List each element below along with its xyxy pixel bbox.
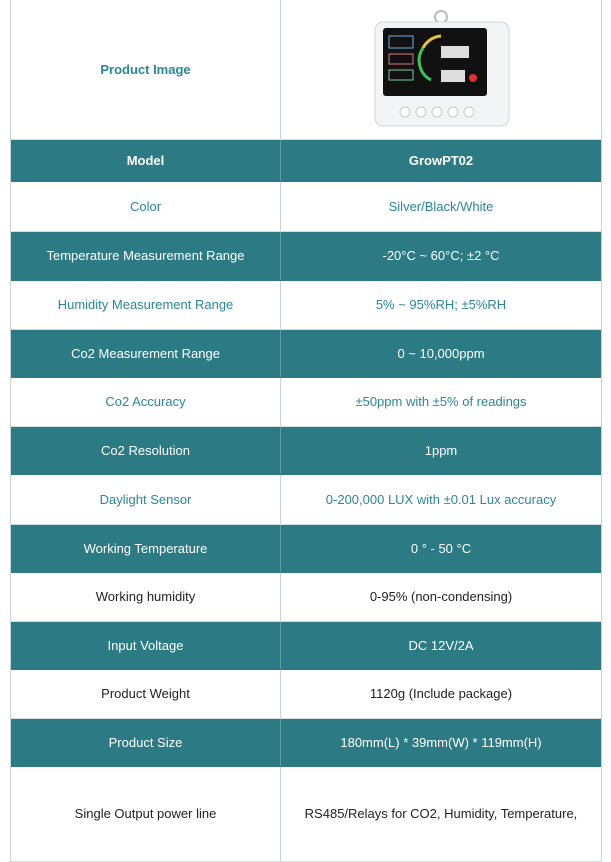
spec-value: 180mm(L) * 39mm(W) * 119mm(H)	[281, 719, 601, 766]
spec-value: RS485/Relays for CO2, Humidity, Temperat…	[281, 767, 601, 861]
spec-label: Working humidity	[11, 573, 281, 621]
product-image	[361, 8, 521, 132]
spec-value: 5% ~ 95%RH; ±5%RH	[281, 281, 601, 329]
spec-value: DC 12V/2A	[281, 622, 601, 669]
spec-label: Product Weight	[11, 670, 281, 718]
spec-value: 0 ° - 50 °C	[281, 525, 601, 572]
spec-label: Model	[11, 140, 281, 181]
spec-sheet: Product Image	[0, 0, 611, 862]
spec-label: Color	[11, 182, 281, 231]
spec-label: Co2 Measurement Range	[11, 330, 281, 377]
spec-label: Co2 Accuracy	[11, 378, 281, 426]
spec-row: Temperature Measurement Range-20°C ~ 60°…	[11, 232, 601, 281]
spec-label: Humidity Measurement Range	[11, 281, 281, 329]
spec-value: ±50ppm with ±5% of readings	[281, 378, 601, 426]
spec-row: Co2 Accuracy±50ppm with ±5% of readings	[11, 378, 601, 427]
spec-value: Silver/Black/White	[281, 182, 601, 231]
spec-label: Co2 Resolution	[11, 427, 281, 474]
spec-label: Temperature Measurement Range	[11, 232, 281, 280]
spec-value: 0-200,000 LUX with ±0.01 Lux accuracy	[281, 475, 601, 524]
spec-value: 1ppm	[281, 427, 601, 474]
spec-value: 0 ~ 10,000ppm	[281, 330, 601, 377]
spec-value: 1120g (Include package)	[281, 670, 601, 718]
spec-value: -20°C ~ 60°C; ±2 °C	[281, 232, 601, 280]
spec-value: GrowPT02	[281, 140, 601, 181]
spec-label: Working Temperature	[11, 525, 281, 572]
spec-label: Product Size	[11, 719, 281, 766]
spec-label: Single Output power line	[11, 767, 281, 861]
product-image-cell	[281, 0, 601, 139]
spec-table: Product Image	[10, 0, 602, 862]
spec-label: Input Voltage	[11, 622, 281, 669]
spec-label: Daylight Sensor	[11, 475, 281, 524]
row-label: Product Image	[11, 0, 281, 139]
image-row: Product Image	[11, 0, 601, 140]
spec-value: 0-95% (non-condensing)	[281, 573, 601, 621]
